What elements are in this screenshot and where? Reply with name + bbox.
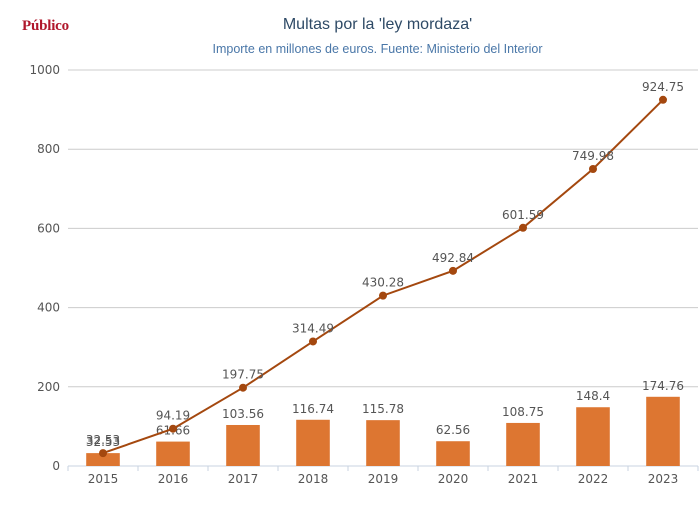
bar: [576, 407, 610, 466]
bar: [86, 453, 120, 466]
bar: [226, 424, 260, 466]
line-value-label: 430.28: [362, 276, 404, 290]
x-tick-label: 2020: [438, 472, 469, 486]
x-tick-label: 2023: [648, 472, 679, 486]
bar-value-label: 32.53: [86, 435, 120, 449]
line-point: [309, 337, 317, 346]
x-tick-label: 2018: [298, 472, 329, 486]
x-tick-label: 2015: [88, 472, 119, 486]
line-point: [169, 424, 177, 433]
x-tick-label: 2017: [228, 472, 259, 486]
y-tick-label: 1000: [29, 63, 60, 77]
line-value-label: 197.75: [222, 368, 264, 382]
line-point: [239, 383, 247, 392]
line-point: [99, 449, 107, 458]
bar-value-label: 174.76: [642, 379, 684, 393]
y-tick-label: 0: [52, 459, 60, 473]
publico-logo: Público: [22, 18, 69, 34]
bar: [436, 441, 470, 466]
y-tick-label: 800: [37, 142, 60, 156]
x-tick-label: 2021: [508, 472, 539, 486]
bar-value-label: 103.56: [222, 407, 264, 421]
bar: [366, 420, 400, 466]
chart-title: Multas por la 'ley mordaza': [282, 16, 473, 33]
chart-subtitle: Importe en millones de euros. Fuente: Mi…: [212, 42, 543, 56]
bar-value-label: 115.78: [362, 402, 404, 416]
line-value-label: 314.49: [292, 321, 334, 335]
y-tick-label: 600: [37, 221, 60, 235]
bar: [506, 422, 540, 466]
line-value-label: 601.59: [502, 208, 544, 222]
bar-value-label: 148.4: [576, 389, 610, 403]
bar-value-label: 116.74: [292, 402, 334, 416]
x-tick-label: 2022: [578, 472, 609, 486]
line-point: [589, 165, 597, 174]
line-value-label: 749.98: [572, 149, 614, 163]
bar: [646, 396, 680, 466]
bar-value-label: 108.75: [502, 405, 544, 419]
bar: [156, 441, 190, 466]
line-point: [449, 266, 457, 275]
x-tick-label: 2016: [158, 472, 189, 486]
line-value-label: 94.19: [156, 409, 190, 423]
line-point: [519, 223, 527, 232]
line-value-label: 32.53: [86, 433, 120, 447]
bar: [296, 419, 330, 466]
y-tick-label: 200: [37, 380, 60, 394]
bar-value-label: 62.56: [436, 423, 470, 437]
y-tick-label: 400: [37, 301, 60, 315]
line-value-label: 924.75: [642, 80, 684, 94]
x-tick-label: 2019: [368, 472, 399, 486]
line-value-label: 492.84: [432, 251, 474, 265]
line-point: [659, 95, 667, 104]
line-point: [379, 291, 387, 300]
